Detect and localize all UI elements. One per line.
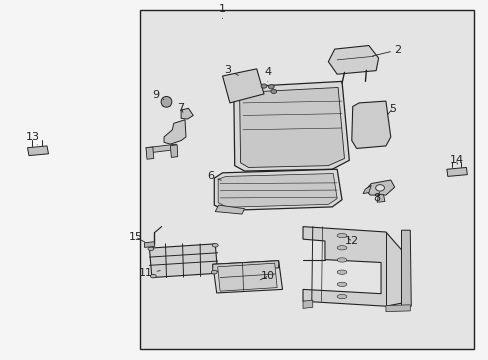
Polygon shape [146, 144, 176, 153]
Ellipse shape [148, 247, 154, 251]
Ellipse shape [336, 282, 346, 287]
Polygon shape [27, 146, 48, 156]
Text: 13: 13 [25, 132, 40, 145]
Bar [140, 10, 473, 348]
Polygon shape [365, 180, 394, 195]
Polygon shape [362, 185, 370, 194]
Ellipse shape [270, 89, 276, 94]
Polygon shape [239, 87, 344, 167]
Polygon shape [149, 244, 217, 278]
Polygon shape [170, 145, 177, 157]
Ellipse shape [336, 246, 346, 250]
Ellipse shape [336, 294, 346, 299]
Text: 7: 7 [177, 103, 184, 113]
Text: 15: 15 [129, 232, 144, 242]
Ellipse shape [336, 258, 346, 262]
Polygon shape [212, 261, 278, 271]
Text: 1: 1 [219, 4, 225, 19]
Ellipse shape [336, 233, 346, 238]
Ellipse shape [150, 274, 156, 278]
Text: 6: 6 [206, 171, 221, 181]
Polygon shape [303, 300, 312, 309]
Polygon shape [144, 242, 155, 247]
Text: 3: 3 [224, 64, 238, 75]
Polygon shape [218, 174, 336, 207]
Text: 10: 10 [260, 271, 274, 281]
Polygon shape [146, 147, 154, 159]
Ellipse shape [212, 243, 218, 247]
Polygon shape [303, 226, 407, 306]
Polygon shape [446, 167, 467, 176]
Polygon shape [385, 305, 409, 312]
Polygon shape [181, 108, 193, 119]
Text: 11: 11 [139, 268, 160, 278]
Polygon shape [215, 205, 244, 214]
Ellipse shape [211, 270, 217, 274]
Polygon shape [163, 120, 185, 144]
Polygon shape [214, 169, 341, 211]
Text: 4: 4 [264, 67, 271, 82]
Polygon shape [217, 263, 277, 291]
Polygon shape [401, 230, 410, 306]
Text: 8: 8 [373, 192, 380, 203]
Text: 12: 12 [344, 236, 358, 246]
Text: 9: 9 [152, 90, 163, 100]
Text: 2: 2 [372, 45, 401, 56]
Polygon shape [222, 69, 264, 103]
Ellipse shape [261, 84, 266, 88]
Ellipse shape [375, 185, 384, 191]
Text: 14: 14 [448, 155, 463, 165]
Polygon shape [233, 81, 348, 171]
Polygon shape [212, 261, 282, 293]
Polygon shape [351, 101, 390, 148]
Polygon shape [328, 45, 378, 74]
Ellipse shape [268, 85, 274, 89]
Polygon shape [376, 194, 384, 202]
Ellipse shape [336, 270, 346, 274]
Ellipse shape [161, 96, 171, 107]
Text: 5: 5 [387, 104, 395, 114]
